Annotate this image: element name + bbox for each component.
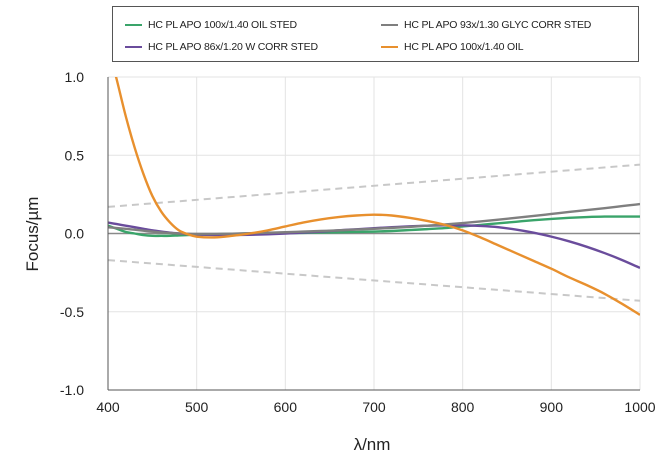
legend-swatch (381, 24, 398, 26)
legend-item-w-corr-sted: HC PL APO 86x/1.20 W CORR STED (125, 38, 318, 56)
y-tick-label: -1.0 (60, 382, 84, 398)
legend-swatch (381, 46, 398, 48)
legend-item-glyc-corr-sted: HC PL APO 93x/1.30 GLYC CORR STED (381, 16, 591, 34)
x-axis-label: λ/nm (354, 435, 391, 454)
legend-swatch (125, 24, 142, 26)
x-tick-label: 600 (274, 399, 298, 415)
legend: HC PL APO 100x/1.40 OIL STED HC PL APO 9… (112, 6, 639, 62)
legend-label: HC PL APO 100x/1.40 OIL (404, 41, 523, 53)
legend-item-oil-sted: HC PL APO 100x/1.40 OIL STED (125, 16, 297, 34)
x-tick-label: 900 (540, 399, 564, 415)
x-tick-label: 500 (185, 399, 209, 415)
x-tick-label: 400 (96, 399, 120, 415)
y-tick-labels: 1.0 0.5 0.0 -0.5 -1.0 (60, 69, 84, 398)
legend-label: HC PL APO 100x/1.40 OIL STED (148, 19, 297, 31)
y-axis-label: Focus/µm (23, 197, 42, 272)
x-tick-label: 700 (362, 399, 386, 415)
x-tick-label: 800 (451, 399, 475, 415)
y-tick-label: -0.5 (60, 304, 84, 320)
y-tick-label: 0.5 (65, 147, 85, 163)
legend-label: HC PL APO 93x/1.30 GLYC CORR STED (404, 19, 591, 31)
legend-label: HC PL APO 86x/1.20 W CORR STED (148, 41, 318, 53)
y-tick-label: 1.0 (65, 69, 85, 85)
legend-item-oil: HC PL APO 100x/1.40 OIL (381, 38, 523, 56)
y-tick-label: 0.0 (65, 226, 85, 242)
legend-swatch (125, 46, 142, 48)
x-tick-labels: 400 500 600 700 800 900 1000 (96, 399, 655, 415)
x-tick-label: 1000 (624, 399, 655, 415)
